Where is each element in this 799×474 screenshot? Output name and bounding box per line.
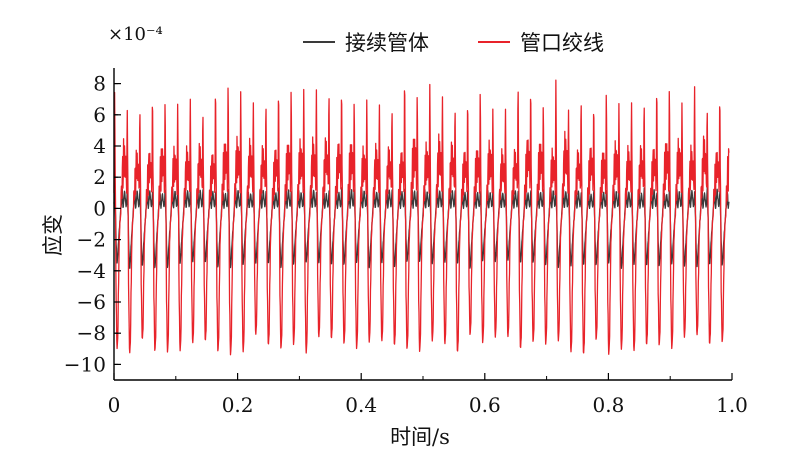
y-tick-label: 0 (93, 196, 106, 220)
x-tick-label: 0.4 (345, 393, 377, 417)
y-scale-factor: ×10⁻⁴ (108, 24, 163, 45)
y-axis-label: 应变 (41, 214, 65, 256)
legend-label-0: 接续管体 (345, 31, 429, 55)
legend: 接续管体 管口绞线 (303, 31, 604, 55)
y-tick-label: 2 (93, 165, 106, 189)
y-tick-label: −4 (77, 259, 106, 283)
x-axis-label: 时间/s (390, 425, 450, 449)
legend-label-1: 管口绞线 (520, 31, 604, 55)
x-tick-label: 1.0 (716, 393, 748, 417)
x-tick-label: 0.8 (592, 393, 624, 417)
series-line-1 (113, 79, 730, 356)
plot-area (113, 79, 730, 356)
y-tick-label: 6 (93, 103, 106, 127)
x-tick-label: 0 (108, 393, 121, 417)
axes: 0 0.2 0.4 0.6 0.8 1.0 −10 −8 −6 −4 −2 0 2 4 6 8 (64, 68, 748, 417)
y-tick-label: −2 (77, 228, 106, 252)
y-tick-label: 8 (93, 72, 106, 96)
x-tick-label: 0.6 (469, 393, 501, 417)
y-tick-label: 4 (93, 134, 106, 158)
y-tick-label: −6 (77, 290, 106, 314)
y-tick-label: −8 (77, 321, 106, 345)
x-tick-label: 0.2 (222, 393, 254, 417)
y-tick-label: −10 (64, 352, 106, 376)
